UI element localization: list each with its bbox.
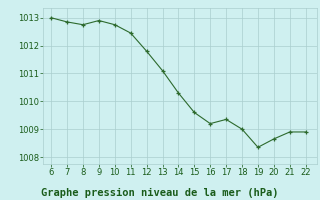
Text: Graphe pression niveau de la mer (hPa): Graphe pression niveau de la mer (hPa) [41,188,279,198]
